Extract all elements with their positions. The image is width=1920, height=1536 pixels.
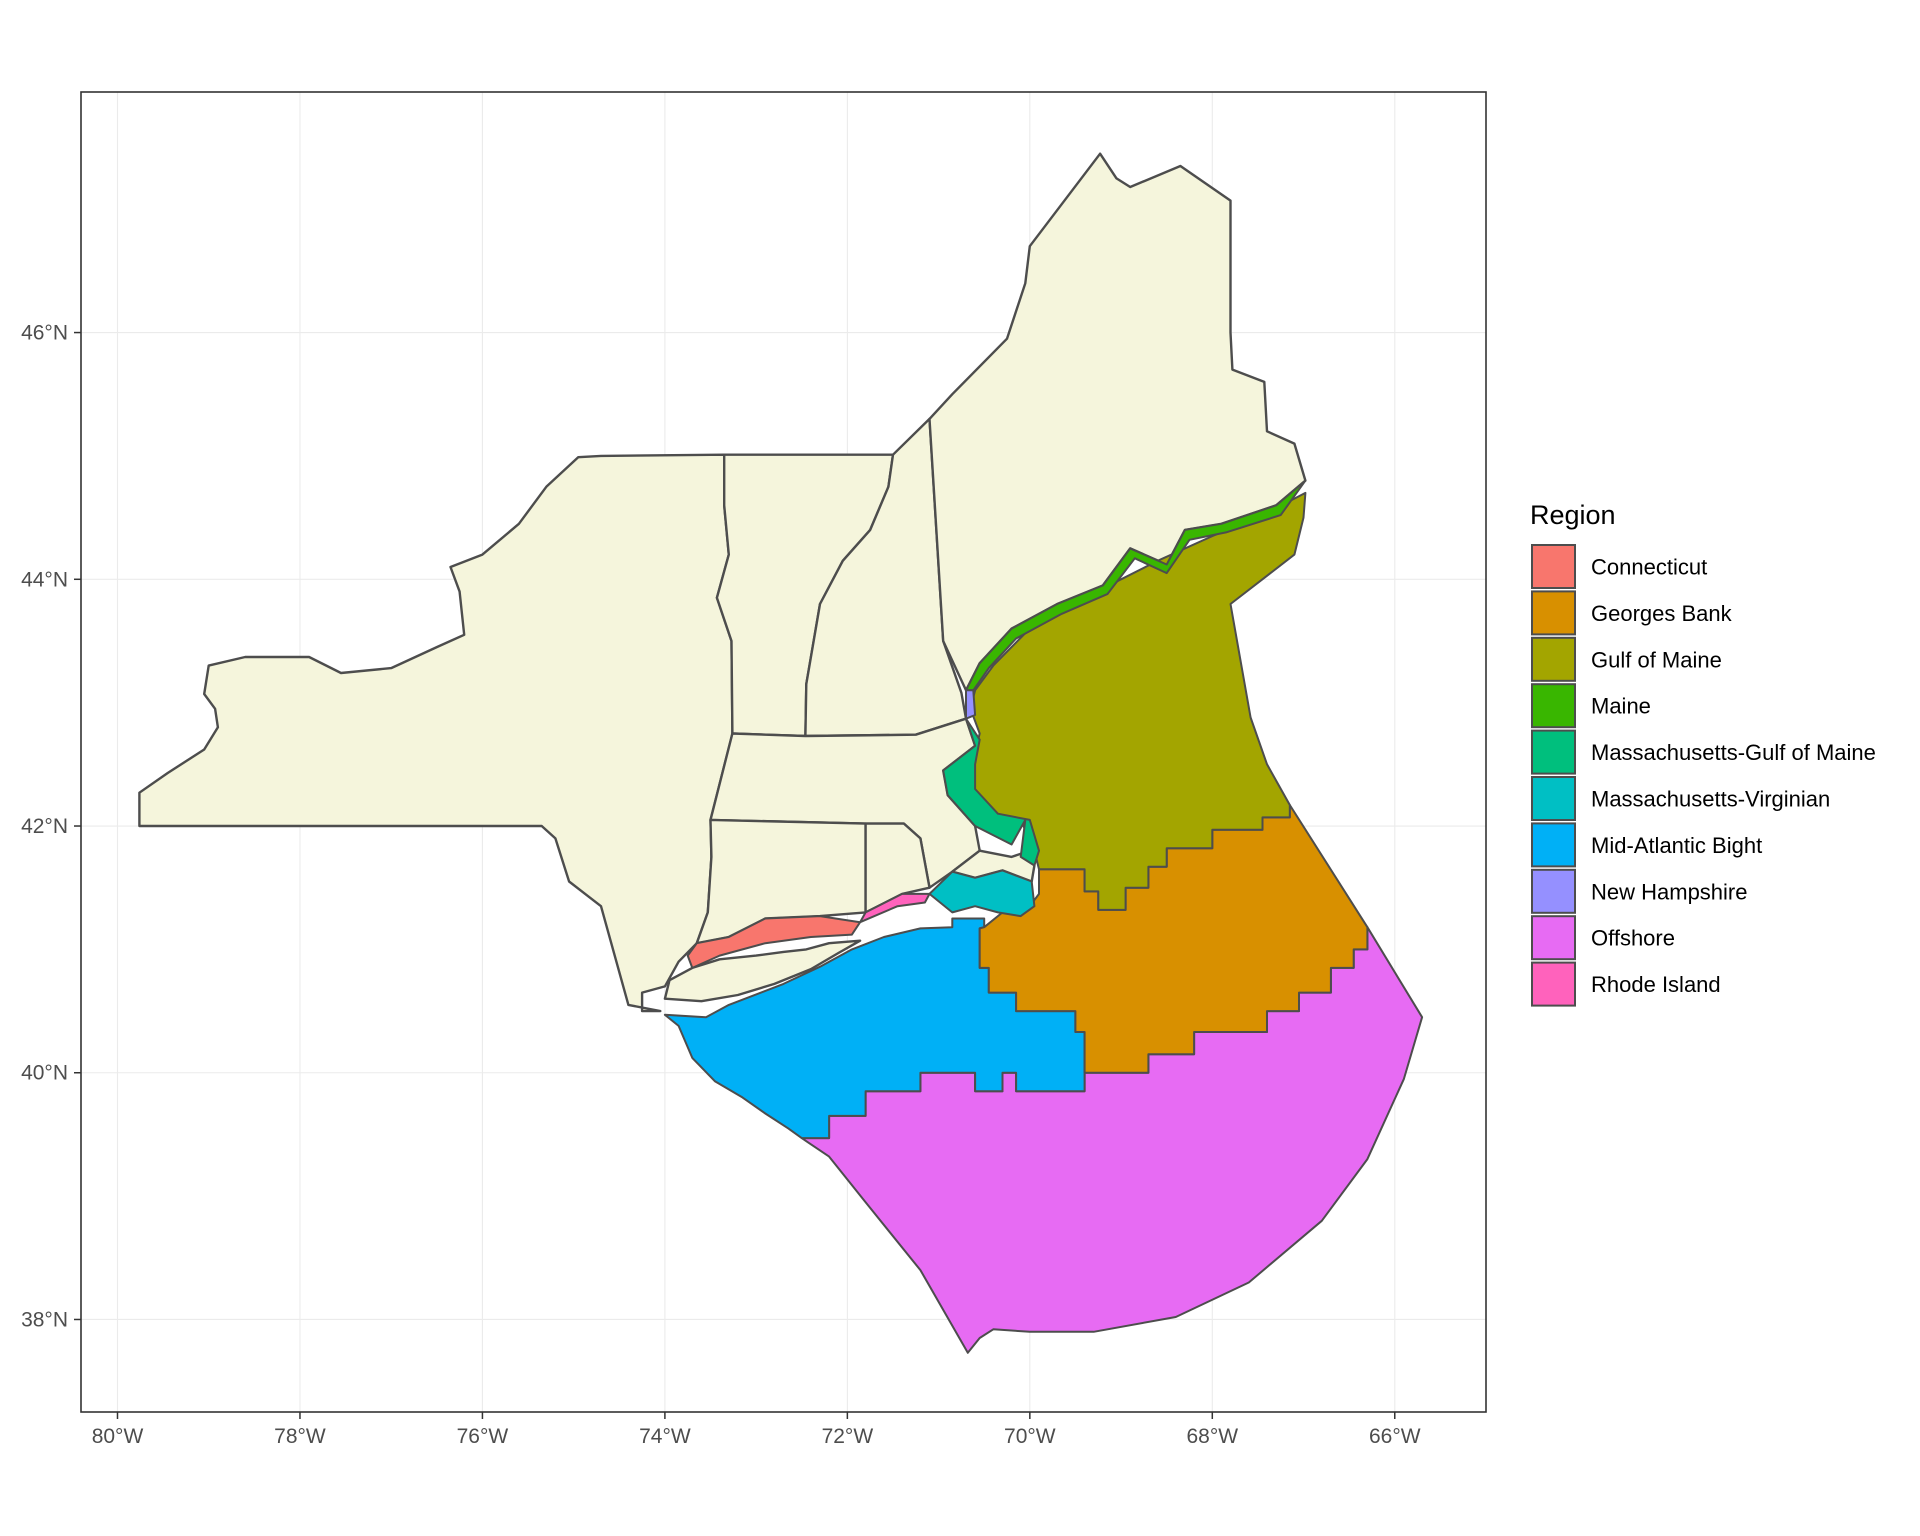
land-long-island xyxy=(663,939,862,1003)
axes: 80°W 78°W 76°W 74°W 72°W 70°W 68°W 66°W 38°N 40°N… xyxy=(21,322,1421,1448)
legend-label-offshore: Offshore xyxy=(1591,926,1675,951)
plot-border xyxy=(80,91,1487,1413)
land-states xyxy=(138,152,1307,1013)
legend[interactable]: Region Connecticut Georges Bank Gulf of Ma… xyxy=(1530,500,1876,1007)
legend-key-massachusetts-gulf-of-maine[interactable] xyxy=(1531,729,1576,775)
legend-title: Region xyxy=(1530,500,1616,530)
legend-label-rhode-island: Rhode Island xyxy=(1591,972,1721,997)
legend-key-offshore[interactable] xyxy=(1531,915,1576,961)
legend-label-massachusetts-gulf-of-maine: Massachusetts-Gulf of Maine xyxy=(1591,740,1876,765)
legend-label-georges-bank: Georges Bank xyxy=(1591,601,1733,626)
x-tick-label: 68°W xyxy=(1187,1425,1239,1448)
legend-label-gulf-of-maine: Gulf of Maine xyxy=(1591,647,1722,672)
x-tick-label: 66°W xyxy=(1369,1425,1421,1448)
x-tick-label: 76°W xyxy=(457,1425,509,1448)
legend-key-connecticut[interactable] xyxy=(1531,544,1576,589)
legend-label-connecticut: Connecticut xyxy=(1591,555,1707,580)
x-tick-label: 72°W xyxy=(822,1425,874,1448)
legend-key-georges-bank[interactable] xyxy=(1531,590,1576,636)
x-tick-label: 74°W xyxy=(639,1425,691,1448)
legend-key-maine[interactable] xyxy=(1531,683,1576,729)
y-tick-label: 42°N xyxy=(21,815,68,838)
legend-label-maine: Maine xyxy=(1591,694,1651,719)
legend-key-massachusetts-virginian[interactable] xyxy=(1531,776,1576,821)
region-polygons xyxy=(663,479,1424,1354)
y-tick-label: 44°N xyxy=(21,568,68,591)
legend-label-new-hampshire: New Hampshire xyxy=(1591,879,1748,904)
legend-key-gulf-of-maine[interactable] xyxy=(1531,636,1576,682)
x-tick-label: 78°W xyxy=(274,1425,326,1448)
legend-label-massachusetts-virginian: Massachusetts-Virginian xyxy=(1591,787,1830,812)
legend-key-mid-atlantic-bight[interactable] xyxy=(1531,822,1576,868)
region-massachusetts-virginian[interactable] xyxy=(928,869,1036,918)
x-tick-label: 70°W xyxy=(1004,1425,1056,1448)
y-tick-label: 40°N xyxy=(21,1062,68,1085)
region-connecticut[interactable] xyxy=(686,915,862,969)
y-tick-label: 46°N xyxy=(21,322,68,345)
legend-key-new-hampshire[interactable] xyxy=(1531,868,1576,914)
legend-key-rhode-island[interactable] xyxy=(1531,961,1576,1007)
region-massachusetts-gulf-of-maine[interactable] xyxy=(942,717,1040,867)
land-new-york xyxy=(138,453,734,1013)
legend-label-mid-atlantic-bight: Mid-Atlantic Bight xyxy=(1591,833,1762,858)
region-new-hampshire[interactable] xyxy=(965,689,977,720)
x-tick-label: 80°W xyxy=(92,1425,144,1448)
y-tick-label: 38°N xyxy=(21,1308,68,1331)
